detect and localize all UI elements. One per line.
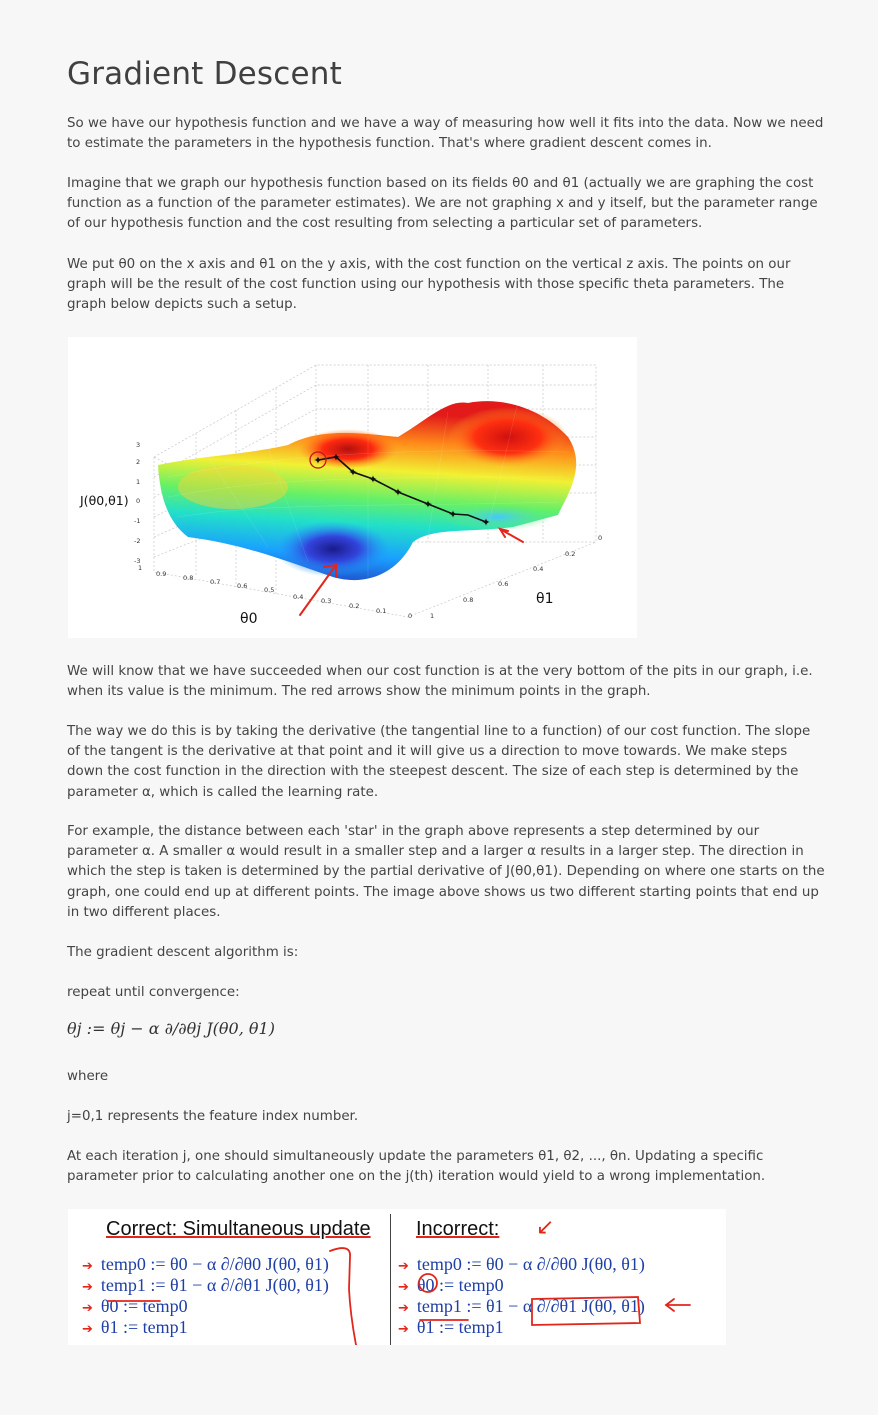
x-ticks: 1 0.9 0.8 0.7 0.6 0.5 0.4 0.3 0.2 0.1 0 — [138, 564, 412, 620]
svg-text:0.7: 0.7 — [210, 578, 220, 586]
svg-text:0: 0 — [136, 497, 140, 505]
start-circle — [309, 451, 327, 469]
cost-surface-figure: ✦ ✦ ✦ ✦ ✦ ✦ ✦ ✦ 3 2 1 0 -1 -2 -3 — [68, 337, 637, 638]
svg-text:0.6: 0.6 — [498, 580, 508, 588]
svg-text:0.6: 0.6 — [237, 582, 247, 590]
page-title: Gradient Descent — [67, 56, 342, 92]
step-star: ✦ — [481, 516, 490, 529]
step-star: ✦ — [423, 498, 432, 511]
step-star: ✦ — [448, 508, 457, 521]
derivative-paragraph: The way we do this is by taking the deri… — [67, 724, 811, 800]
svg-text:0.8: 0.8 — [463, 596, 473, 604]
correct-heading: Correct: Simultaneous update — [106, 1218, 371, 1240]
axes-paragraph: We put θ0 on the x axis and θ1 on the y … — [67, 257, 791, 313]
svg-text:1: 1 — [138, 564, 142, 572]
example-paragraph: For example, the distance between each '… — [67, 824, 825, 920]
svg-text:-2: -2 — [134, 537, 140, 545]
minimum-arrows — [299, 527, 524, 616]
index-paragraph: j=0,1 represents the feature index numbe… — [67, 1109, 359, 1124]
svg-text:3: 3 — [136, 441, 140, 449]
svg-text:0: 0 — [408, 612, 412, 620]
step-star: ✦ — [368, 473, 377, 486]
svg-text:-3: -3 — [134, 557, 140, 565]
z-axis-label: J(θ0,θ1) — [79, 493, 129, 508]
incorrect-line: ➔ θ1 := temp1 — [398, 1317, 504, 1337]
surface-plot: ✦ ✦ ✦ ✦ ✦ ✦ ✦ ✦ 3 2 1 0 -1 -2 -3 — [79, 364, 602, 627]
repeat-text: repeat until convergence: — [67, 985, 240, 1000]
incorrect-line: ➔ θ0 := temp0 — [398, 1275, 504, 1295]
svg-text:0.2: 0.2 — [349, 602, 359, 610]
update-comparison-figure: Correct: Simultaneous update Incorrect: … — [68, 1209, 726, 1345]
svg-text:0.4: 0.4 — [533, 565, 543, 573]
update-formula: θj := θj − α ∂/∂θj J(θ0, θ1) — [67, 1019, 275, 1038]
correct-line: ➔ temp0 := θ0 − α ∂/∂θ0 J(θ0, θ1) — [82, 1254, 329, 1274]
y-ticks: 1 0.8 0.6 0.4 0.2 0 — [430, 534, 602, 620]
y-axis-label: θ1 — [536, 591, 553, 607]
simultaneous-paragraph: At each iteration j, one should simultan… — [67, 1149, 766, 1185]
svg-text:0.2: 0.2 — [565, 550, 575, 558]
svg-text:0.3: 0.3 — [321, 597, 331, 605]
svg-text:-1: -1 — [134, 517, 140, 525]
where-text: where — [67, 1069, 109, 1084]
incorrect-line: ➔ temp1 := θ1 − α ∂/∂θ1 J(θ0, θ1) — [398, 1296, 645, 1316]
correct-line: ➔ θ1 := temp1 — [82, 1317, 188, 1337]
svg-text:1: 1 — [430, 612, 434, 620]
svg-text:0.4: 0.4 — [293, 593, 303, 601]
success-paragraph: We will know that we have succeeded when… — [67, 664, 813, 700]
algorithm-intro: The gradient descent algorithm is: — [67, 945, 299, 960]
check-mark-icon: ↙ — [536, 1215, 555, 1240]
intro-paragraph: So we have our hypothesis function and w… — [67, 116, 824, 152]
correct-line: ➔ temp1 := θ1 − α ∂/∂θ1 J(θ0, θ1) — [82, 1275, 329, 1295]
graph-paragraph: Imagine that we graph our hypothesis fun… — [67, 176, 818, 232]
svg-text:0: 0 — [598, 534, 602, 542]
column-divider — [390, 1214, 391, 1345]
step-star: ✦ — [393, 486, 402, 499]
svg-text:0.1: 0.1 — [376, 607, 386, 615]
x-axis-label: θ0 — [240, 611, 257, 627]
cost-surface — [158, 401, 577, 581]
svg-text:2: 2 — [136, 458, 140, 466]
step-star: ✦ — [331, 451, 340, 464]
incorrect-heading: Incorrect: — [416, 1218, 500, 1240]
svg-text:0.5: 0.5 — [264, 586, 274, 594]
descent-path: ✦ ✦ ✦ ✦ ✦ ✦ ✦ ✦ — [309, 451, 491, 529]
red-annotations — [107, 1247, 691, 1345]
z-ticks: 3 2 1 0 -1 -2 -3 — [134, 441, 140, 565]
step-star: ✦ — [348, 466, 357, 479]
svg-text:0.9: 0.9 — [156, 570, 166, 578]
step-star: ✦ — [313, 454, 322, 467]
svg-text:1: 1 — [136, 478, 140, 486]
svg-text:0.8: 0.8 — [183, 574, 193, 582]
incorrect-line: ➔ temp0 := θ0 − α ∂/∂θ0 J(θ0, θ1) — [398, 1254, 645, 1274]
